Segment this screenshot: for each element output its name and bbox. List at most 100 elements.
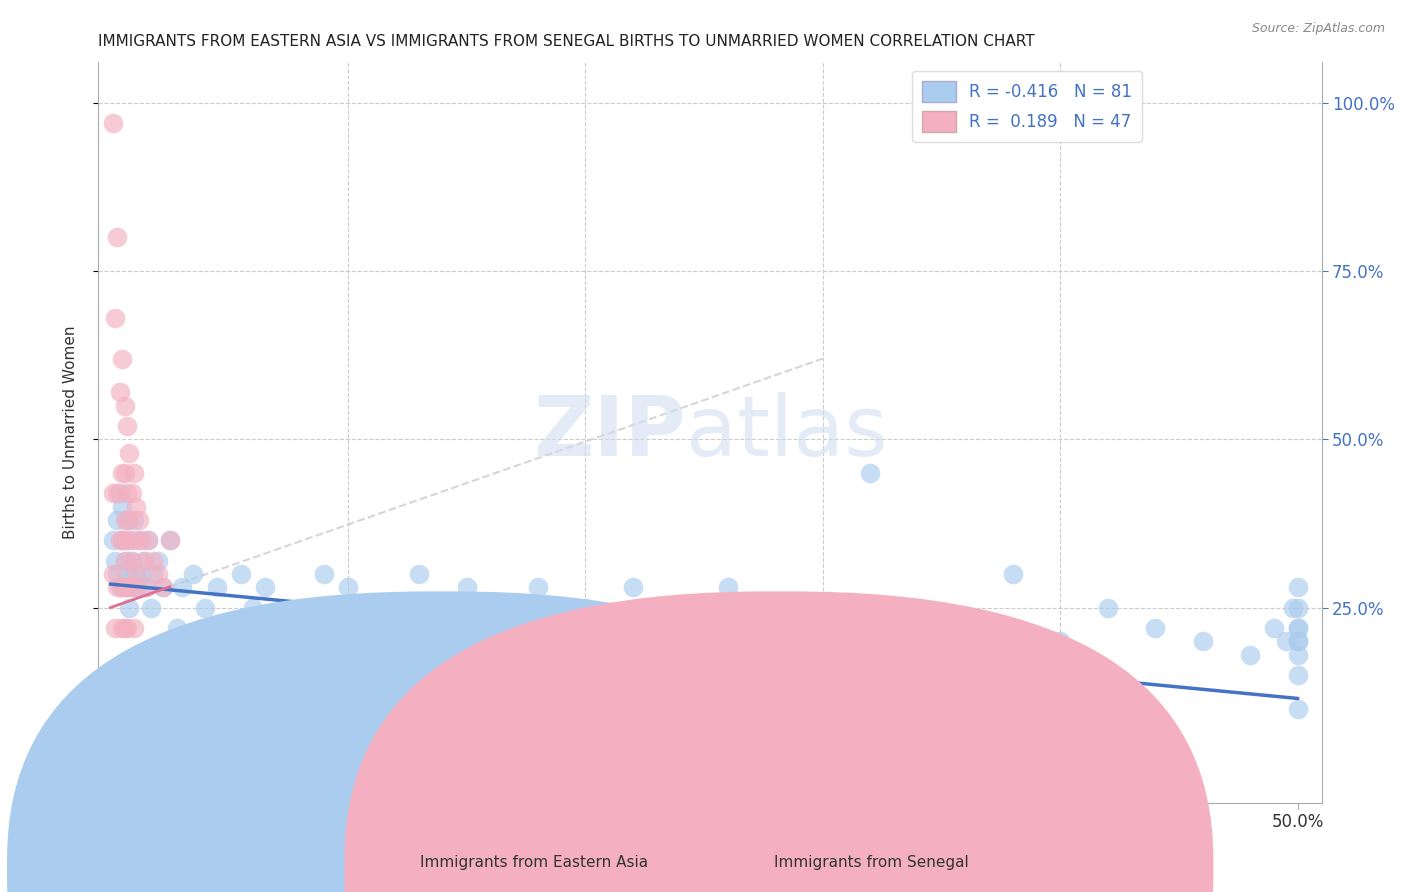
Point (1286, 634, 1309, 648)
Point (115, 513, 138, 527)
Point (1097, 600, 1119, 615)
Point (142, 553, 165, 567)
Point (115, 533, 138, 548)
Point (101, 533, 124, 548)
Point (135, 581, 157, 595)
Point (128, 513, 150, 527)
Point (114, 581, 136, 595)
Point (114, 621, 136, 635)
Point (114, 513, 136, 527)
Point (115, 566, 138, 581)
Point (1286, 648, 1309, 662)
Point (1263, 621, 1285, 635)
Point (122, 533, 145, 548)
Point (360, 600, 382, 615)
Point (669, 600, 692, 615)
Legend: R = -0.416   N = 81, R =  0.189   N = 47: R = -0.416 N = 81, R = 0.189 N = 47 (912, 70, 1142, 142)
Point (115, 621, 138, 635)
Point (136, 533, 159, 548)
Point (111, 533, 134, 548)
Point (194, 600, 217, 615)
Point (125, 500, 148, 514)
Point (118, 581, 141, 595)
Point (621, 581, 644, 595)
Point (104, 621, 127, 635)
Point (1144, 621, 1167, 635)
Y-axis label: Births to Unmarried Women: Births to Unmarried Women (63, 326, 77, 540)
Point (118, 446, 141, 460)
Point (408, 566, 430, 581)
Point (598, 621, 620, 635)
Point (146, 553, 169, 567)
Point (118, 513, 141, 527)
Point (107, 230, 129, 244)
Point (108, 486, 131, 500)
Point (550, 634, 572, 648)
Point (384, 621, 406, 635)
Point (432, 634, 454, 648)
Point (527, 581, 550, 595)
Point (111, 466, 134, 480)
Point (152, 581, 174, 595)
Point (170, 581, 193, 595)
Point (1239, 648, 1261, 662)
Point (122, 621, 145, 635)
Point (266, 621, 288, 635)
Point (312, 566, 335, 581)
Point (146, 566, 169, 581)
Text: atlas: atlas (686, 392, 887, 473)
Point (111, 351, 134, 366)
Point (574, 600, 596, 615)
Point (139, 600, 162, 615)
Point (1286, 621, 1309, 635)
Text: Immigrants from Senegal: Immigrants from Senegal (775, 855, 969, 870)
Text: IMMIGRANTS FROM EASTERN ASIA VS IMMIGRANTS FROM SENEGAL BIRTHS TO UNMARRIED WOME: IMMIGRANTS FROM EASTERN ASIA VS IMMIGRAN… (98, 34, 1035, 49)
Point (107, 566, 129, 581)
Point (136, 533, 159, 548)
Point (1192, 634, 1215, 648)
Point (107, 486, 129, 500)
Text: Immigrants from Eastern Asia: Immigrants from Eastern Asia (420, 855, 648, 870)
Point (717, 581, 740, 595)
Point (218, 621, 240, 635)
Point (121, 553, 143, 567)
Point (121, 486, 143, 500)
Point (129, 566, 152, 581)
Point (1286, 621, 1309, 635)
Point (114, 581, 136, 595)
Point (859, 466, 882, 480)
Point (1286, 701, 1309, 715)
Point (107, 513, 129, 527)
Point (456, 581, 478, 595)
Point (108, 385, 131, 400)
Point (108, 581, 131, 595)
Point (159, 533, 181, 548)
Point (101, 116, 124, 130)
Point (104, 553, 127, 567)
Point (183, 566, 205, 581)
Point (111, 581, 134, 595)
Point (125, 581, 148, 595)
Point (1282, 600, 1305, 615)
Text: ZIP: ZIP (533, 392, 686, 473)
Point (132, 553, 155, 567)
Point (118, 533, 141, 548)
Point (503, 621, 526, 635)
Point (122, 581, 145, 595)
Point (122, 566, 145, 581)
Point (1275, 634, 1298, 648)
Point (129, 533, 152, 548)
Point (108, 714, 131, 729)
Point (1286, 668, 1309, 682)
Point (122, 466, 145, 480)
Point (645, 634, 668, 648)
Point (128, 533, 150, 548)
Point (142, 566, 165, 581)
Point (693, 621, 716, 635)
Point (115, 581, 138, 595)
Point (115, 418, 138, 433)
Point (1001, 566, 1024, 581)
Point (166, 621, 188, 635)
Point (907, 600, 929, 615)
Point (1286, 600, 1309, 615)
